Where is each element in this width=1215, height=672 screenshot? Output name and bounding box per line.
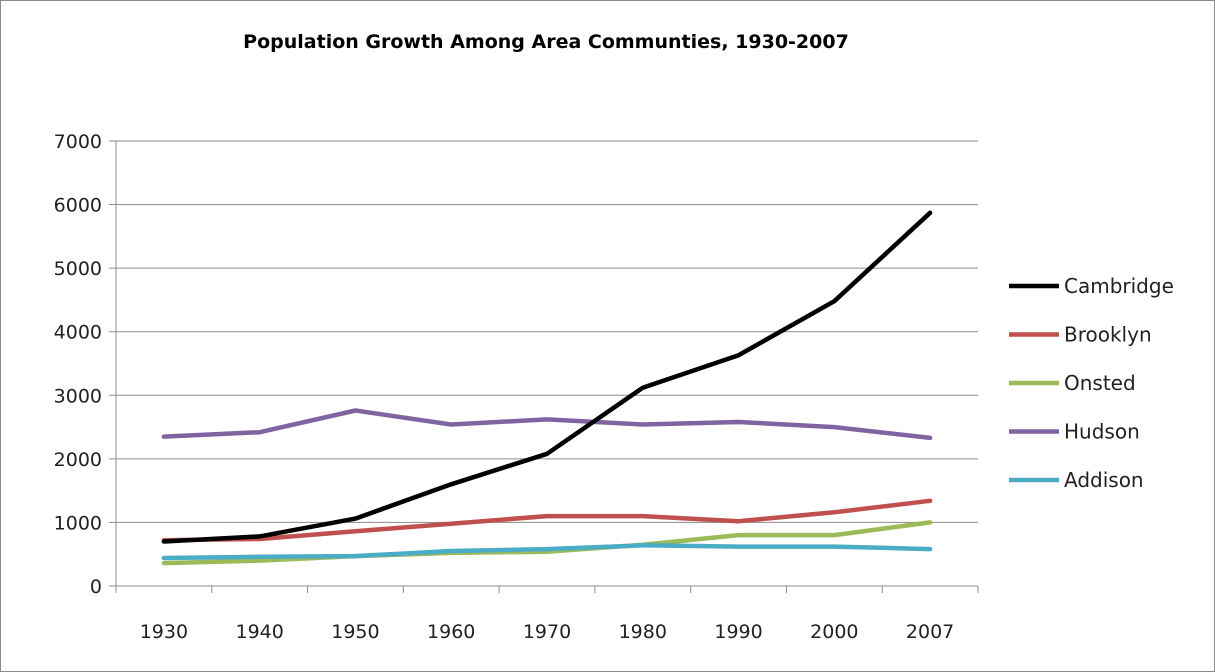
legend: Cambridge Brooklyn Onsted Hudson Addison <box>1009 274 1174 492</box>
chart-title: Population Growth Among Area Communties,… <box>243 31 849 53</box>
series-line-addison <box>161 543 933 561</box>
legend-entry-addison: Addison <box>1009 468 1144 492</box>
y-tick-label: 2000 <box>54 449 102 471</box>
gridlines <box>116 140 978 523</box>
x-tick-label: 1970 <box>523 621 571 643</box>
x-tick-label: 1950 <box>331 621 379 643</box>
axes: 0 1000 2000 3000 4000 5000 6000 7000 1930 1940 195… <box>54 131 979 643</box>
legend-label: Brooklyn <box>1064 323 1152 347</box>
y-tick-label: 1000 <box>54 512 102 534</box>
x-tick-label: 2000 <box>810 621 858 643</box>
x-tick-label: 1980 <box>619 621 667 643</box>
series-line-hudson <box>161 408 933 441</box>
series-line-brooklyn <box>161 498 933 543</box>
x-tick-label: 1990 <box>714 621 762 643</box>
series-lines <box>161 210 933 566</box>
legend-entry-brooklyn: Brooklyn <box>1009 323 1152 347</box>
y-tick-label: 3000 <box>54 385 102 407</box>
legend-label: Onsted <box>1064 371 1136 395</box>
series-line-onsted <box>161 520 933 566</box>
y-tick-label: 5000 <box>54 258 102 280</box>
legend-entry-cambridge: Cambridge <box>1009 274 1174 298</box>
legend-label: Cambridge <box>1064 274 1174 298</box>
y-tick-label: 7000 <box>54 131 102 153</box>
x-tick-label: 2007 <box>906 621 954 643</box>
series-line-cambridge <box>161 210 933 544</box>
x-tick-label: 1960 <box>427 621 475 643</box>
y-tick-label: 6000 <box>54 195 102 217</box>
x-tick-label: 1930 <box>140 621 188 643</box>
legend-label: Addison <box>1064 468 1144 492</box>
x-tick-label: 1940 <box>235 621 283 643</box>
legend-entry-onsted: Onsted <box>1009 371 1136 395</box>
legend-entry-hudson: Hudson <box>1009 420 1140 444</box>
y-tick-label: 0 <box>90 576 102 598</box>
y-tick-label: 4000 <box>54 322 102 344</box>
legend-label: Hudson <box>1064 420 1140 444</box>
